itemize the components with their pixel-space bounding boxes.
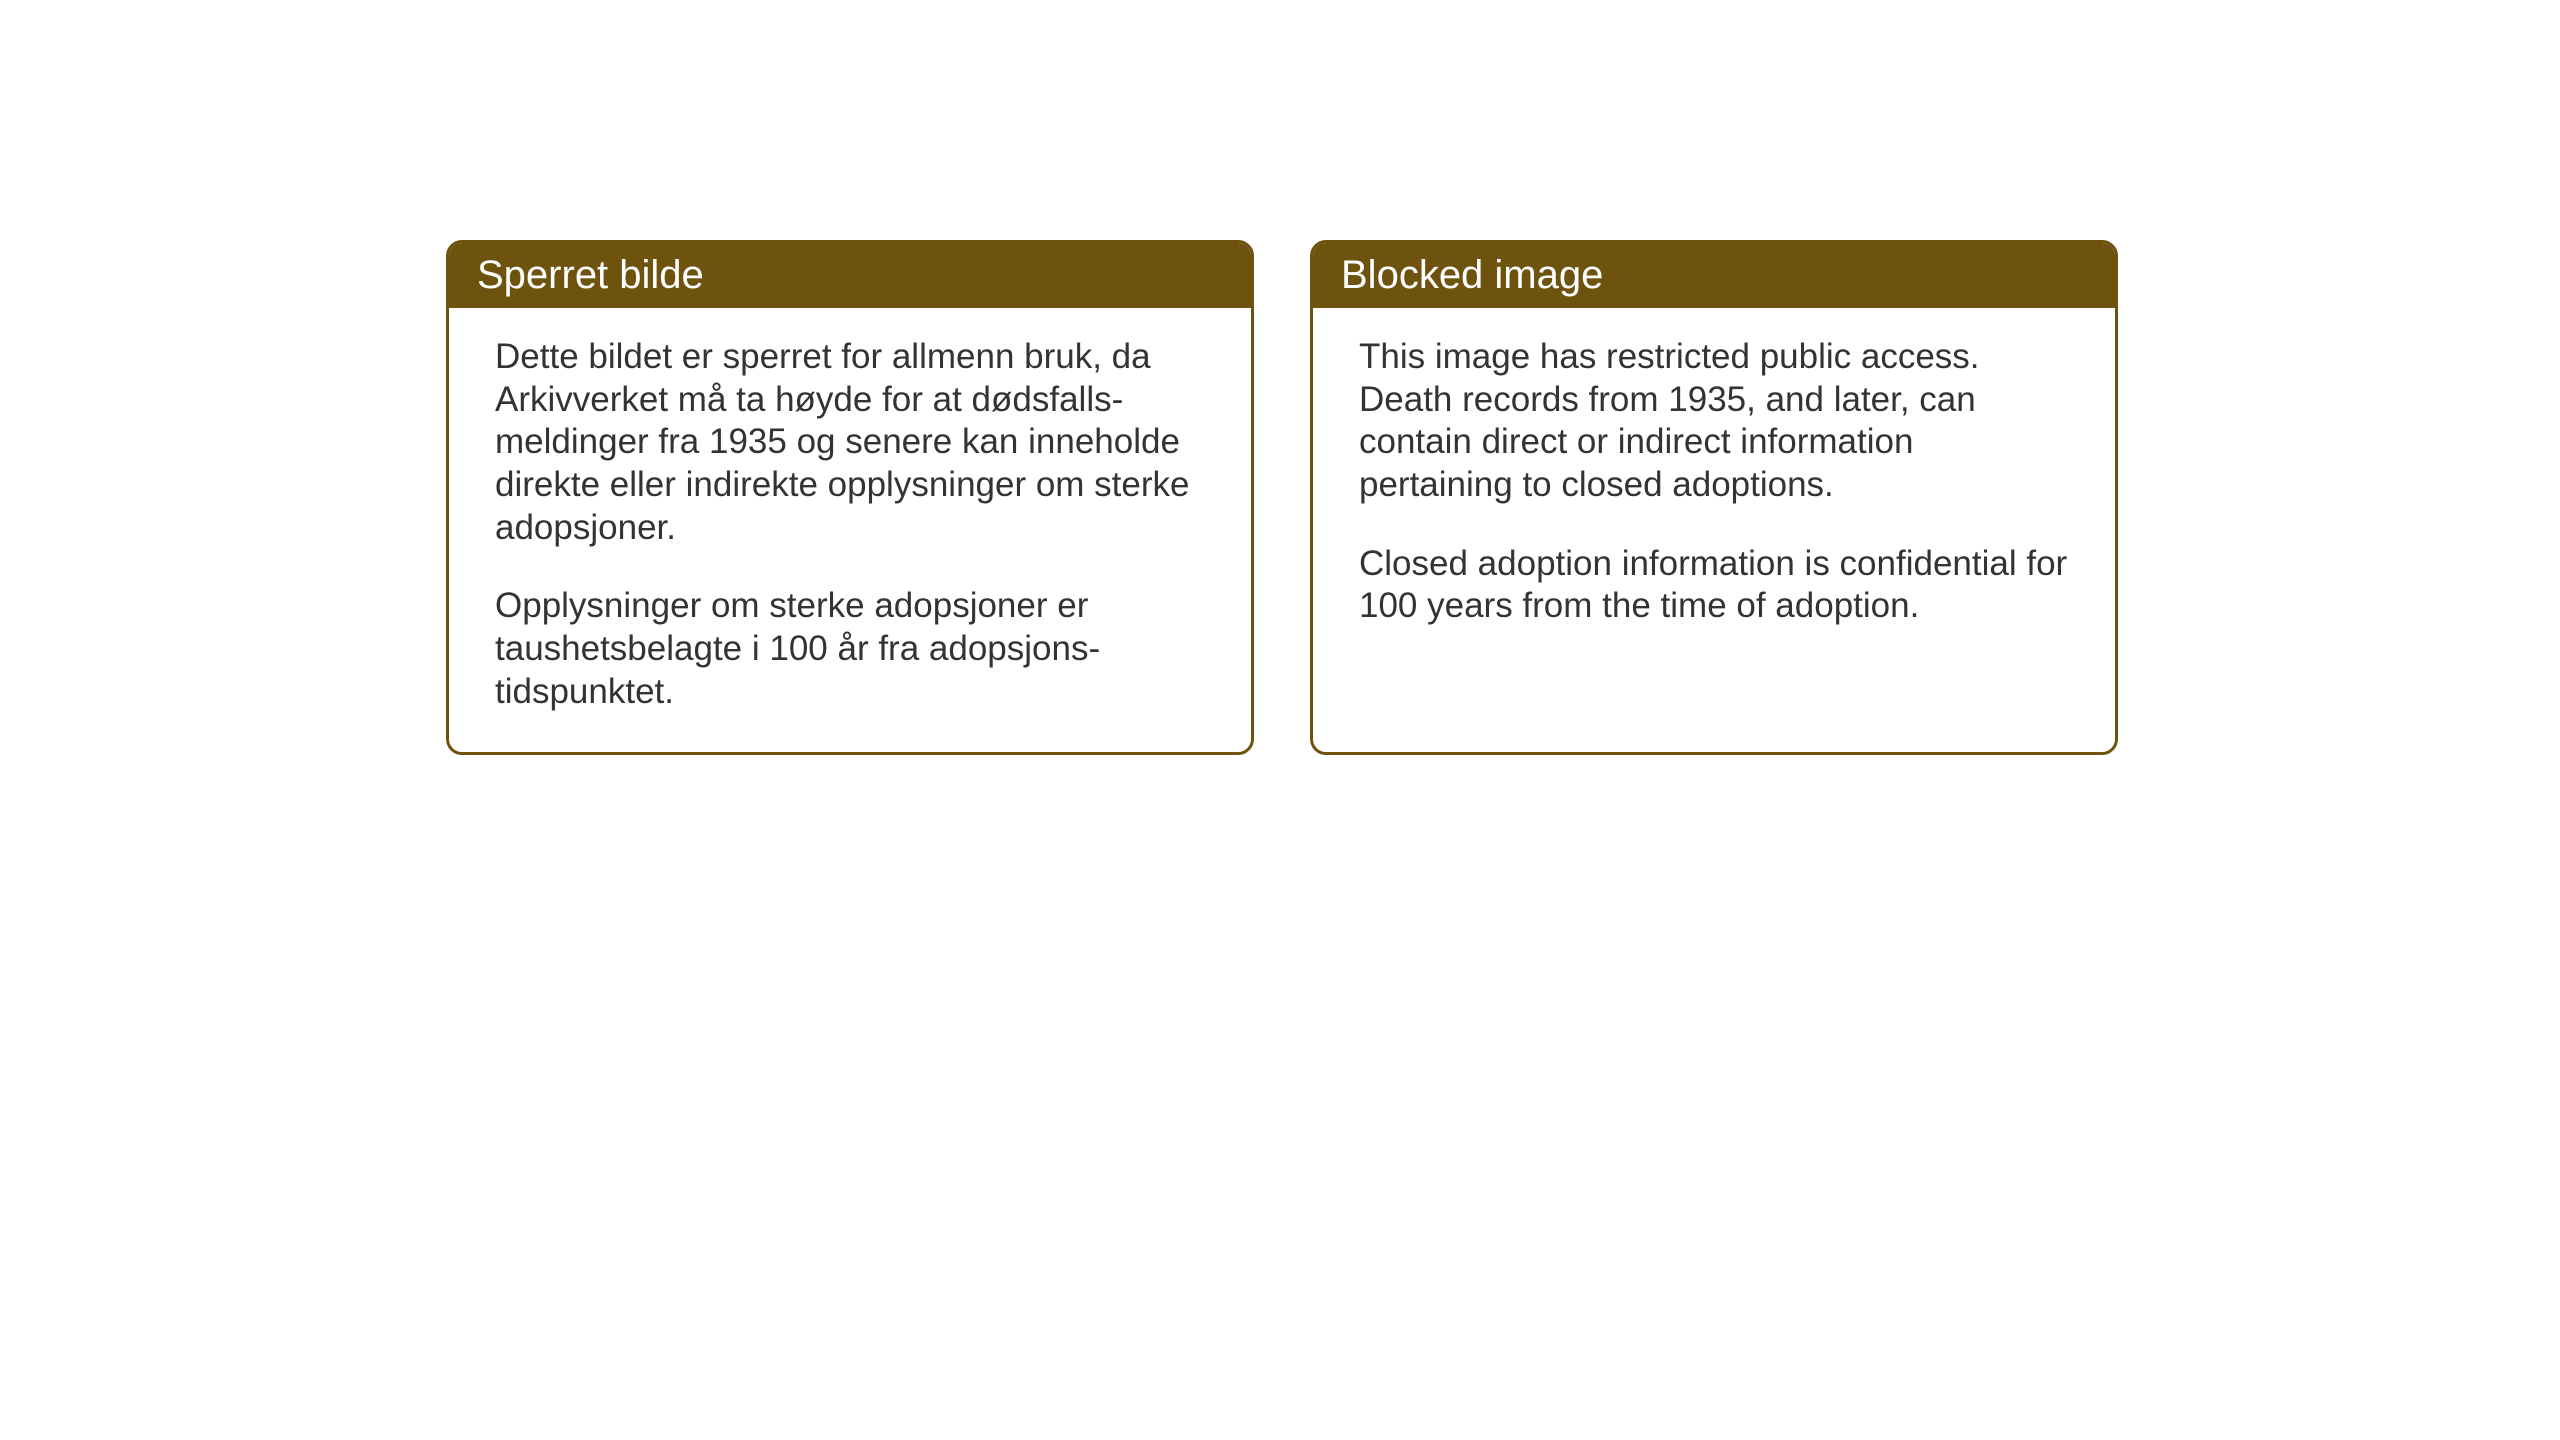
card-norwegian-paragraph-2: Opplysninger om sterke adopsjoner er tau… <box>495 585 1205 713</box>
card-norwegian-header: Sperret bilde <box>449 243 1251 308</box>
card-norwegian: Sperret bilde Dette bildet er sperret fo… <box>446 240 1254 755</box>
cards-container: Sperret bilde Dette bildet er sperret fo… <box>446 240 2118 755</box>
card-norwegian-paragraph-1: Dette bildet er sperret for allmenn bruk… <box>495 336 1205 549</box>
card-english: Blocked image This image has restricted … <box>1310 240 2118 755</box>
card-english-title: Blocked image <box>1341 253 1603 297</box>
card-norwegian-body: Dette bildet er sperret for allmenn bruk… <box>449 308 1251 752</box>
card-norwegian-title: Sperret bilde <box>477 253 704 297</box>
card-english-paragraph-2: Closed adoption information is confident… <box>1359 543 2069 628</box>
card-english-body: This image has restricted public access.… <box>1313 308 2115 666</box>
card-english-paragraph-1: This image has restricted public access.… <box>1359 336 2069 507</box>
card-english-header: Blocked image <box>1313 243 2115 308</box>
